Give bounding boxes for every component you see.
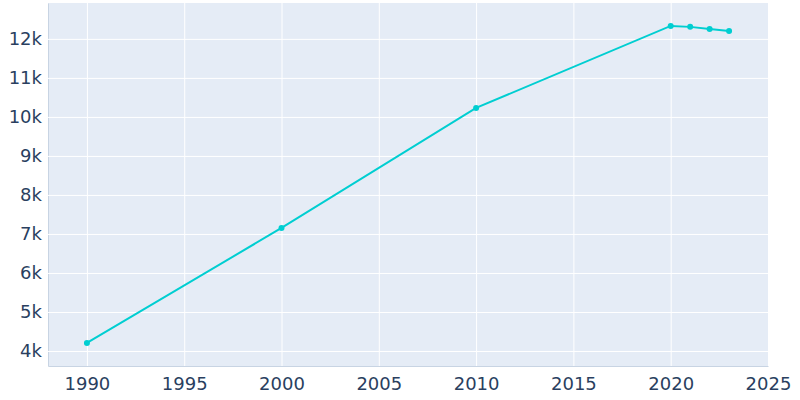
tick: 1995: [162, 3, 208, 394]
tick: 9k: [20, 145, 768, 166]
tick: 2010: [454, 3, 500, 394]
tick-label: 6k: [20, 262, 42, 283]
tick-label: 8k: [20, 184, 42, 205]
grid-line: [48, 195, 768, 196]
marker: [279, 225, 285, 231]
tick: 2000: [259, 3, 305, 394]
tick: 7k: [20, 223, 768, 244]
tick-label: 1995: [162, 373, 208, 394]
tick-label: 2020: [648, 373, 694, 394]
axis-line: [49, 366, 769, 367]
plot-background: [48, 3, 768, 366]
tick: 2025: [746, 3, 792, 394]
tick: 1990: [65, 3, 111, 394]
tick-label: 5k: [20, 301, 42, 322]
plot: 1990 1995 2000 2005 2010 2015 2020 2025 4k 5k 6k 7k…: [9, 3, 792, 394]
grid-line: [379, 3, 380, 366]
grid-line: [184, 3, 185, 366]
tick-label: 2025: [746, 373, 792, 394]
tick-label: 2015: [551, 373, 597, 394]
marker: [84, 340, 90, 346]
grid-line: [671, 3, 672, 366]
grid-line: [476, 3, 477, 366]
tick: 2020: [648, 3, 694, 394]
tick-label: 7k: [20, 223, 42, 244]
grid-line: [48, 39, 768, 40]
grid-line: [282, 3, 283, 366]
marker: [707, 26, 713, 32]
grid-line: [48, 156, 768, 157]
tick: 2005: [356, 3, 402, 394]
grid-line: [768, 3, 769, 366]
chart: 1990 1995 2000 2005 2010 2015 2020 2025 4k 5k 6k 7k…: [0, 0, 800, 400]
grid-line: [48, 273, 768, 274]
tick-label: 9k: [20, 145, 42, 166]
grid-line: [48, 117, 768, 118]
tick-label: 11k: [9, 67, 43, 88]
marker: [687, 24, 693, 30]
x-axis: 1990 1995 2000 2005 2010 2015 2020 2025: [49, 3, 792, 394]
tick: 5k: [20, 301, 768, 322]
tick-label: 2010: [454, 373, 500, 394]
tick-label: 2005: [356, 373, 402, 394]
tick: 2015: [551, 3, 597, 394]
grid-line: [48, 351, 768, 352]
grid-line: [87, 3, 88, 366]
marks: [84, 23, 732, 346]
marker: [473, 105, 479, 111]
tick: 11k: [9, 67, 768, 88]
tick-label: 12k: [9, 28, 43, 49]
marker: [668, 23, 674, 29]
tick: 4k: [20, 340, 768, 361]
tick-label: 2000: [259, 373, 305, 394]
grid-line: [48, 78, 768, 79]
tick-label: 4k: [20, 340, 42, 361]
grid-line: [48, 312, 768, 313]
line: [87, 26, 729, 343]
grid-line: [48, 234, 768, 235]
grid-line: [573, 3, 574, 366]
tick-label: 1990: [65, 373, 111, 394]
tick: 8k: [20, 184, 768, 205]
tick: 6k: [20, 262, 768, 283]
tick: 12k: [9, 28, 768, 49]
y-axis: 4k 5k 6k 7k 8k 9k 10k 11k 12k: [9, 4, 768, 367]
tick-label: 10k: [9, 106, 43, 127]
marker: [726, 28, 732, 34]
tick: 10k: [9, 106, 768, 127]
